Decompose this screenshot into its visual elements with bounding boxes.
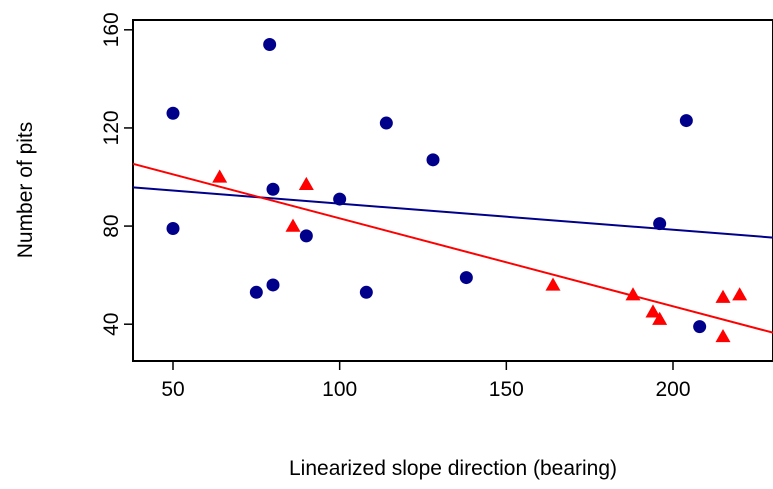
point-circle <box>653 217 667 231</box>
point-circle <box>426 153 440 167</box>
fit-lines <box>132 162 773 334</box>
point-circle <box>379 116 393 130</box>
x-axis: 50 100 150 200 <box>161 361 691 401</box>
x-tick-label: 200 <box>655 378 690 401</box>
y-axis: 40 80 120 160 <box>100 12 133 336</box>
point-triangle <box>715 289 731 303</box>
point-circle <box>266 278 280 292</box>
y-tick-label: 120 <box>100 110 123 145</box>
point-circle <box>266 182 280 196</box>
fit-line-series-2 <box>132 162 773 334</box>
point-circle <box>679 114 693 128</box>
x-axis-label: Linearized slope direction (bearing) <box>289 457 617 480</box>
point-triangle <box>545 277 561 291</box>
point-circle <box>333 192 347 206</box>
point-triangle <box>285 218 301 232</box>
y-tick-label: 40 <box>100 313 123 336</box>
y-axis-label: Number of pits <box>14 122 37 259</box>
point-circle <box>263 38 277 52</box>
point-circle <box>166 222 180 236</box>
point-triangle <box>652 311 668 325</box>
point-triangle <box>732 287 748 301</box>
point-triangle <box>625 287 641 301</box>
plot-frame <box>132 19 773 362</box>
x-tick-label: 150 <box>489 378 524 401</box>
point-triangle <box>645 304 661 318</box>
point-circle <box>249 285 263 299</box>
y-tick-label: 80 <box>100 214 123 237</box>
point-circle <box>693 320 707 334</box>
x-tick-label: 100 <box>322 378 357 401</box>
point-circle <box>299 229 313 243</box>
point-triangle <box>298 176 314 190</box>
y-tick-label: 160 <box>100 12 123 47</box>
point-triangle <box>212 169 228 183</box>
data-points <box>166 38 748 343</box>
point-circle <box>359 285 373 299</box>
fit-line-series-1 <box>132 186 773 239</box>
x-tick-label: 50 <box>161 378 184 401</box>
point-circle <box>459 271 473 285</box>
point-triangle <box>715 328 731 343</box>
point-circle <box>166 106 180 120</box>
